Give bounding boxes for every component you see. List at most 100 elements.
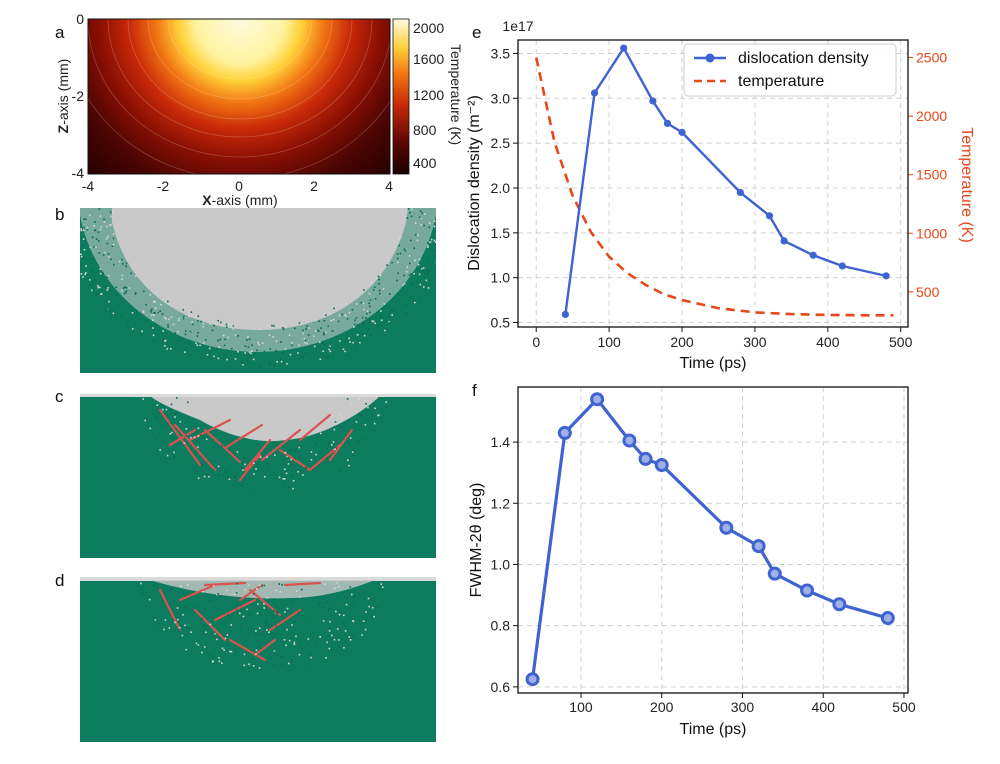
atom-speckle <box>323 333 325 336</box>
atom-speckle <box>185 330 187 332</box>
atom-speckle <box>182 309 185 311</box>
atom-speckle <box>369 299 372 301</box>
atom-speckle <box>220 618 222 621</box>
atom-speckle <box>338 639 340 641</box>
atom-speckle <box>266 456 268 458</box>
atom-speckle <box>162 338 164 341</box>
atom-speckle <box>150 309 152 312</box>
atom-speckle <box>269 361 271 364</box>
atom-speckle <box>191 321 193 323</box>
atom-speckle <box>370 281 373 284</box>
atom-speckle <box>266 324 268 327</box>
atom-speckle <box>217 474 220 477</box>
atom-speckle <box>410 239 412 242</box>
dislocation-point <box>561 310 569 319</box>
atom-speckle <box>217 339 219 342</box>
atom-speckle <box>196 335 199 337</box>
colorbar <box>392 18 410 175</box>
atom-speckle <box>98 286 101 289</box>
atom-speckle <box>310 459 313 461</box>
atom-speckle <box>154 312 156 315</box>
heatmap-x-tick: 2 <box>310 178 318 194</box>
atom-speckle <box>334 421 337 423</box>
atom-speckle <box>417 234 419 236</box>
atom-speckle <box>326 447 328 450</box>
atom-speckle <box>273 598 276 600</box>
atom-speckle <box>332 415 334 418</box>
atom-speckle <box>273 363 276 365</box>
atom-speckle <box>354 319 356 322</box>
atom-speckle <box>291 342 293 344</box>
chart-e-x-tick: 100 <box>597 334 621 350</box>
atom-speckle <box>125 262 128 265</box>
atom-speckle <box>364 628 367 631</box>
atom-speckle <box>288 639 291 642</box>
atom-speckle <box>177 618 179 621</box>
atom-speckle <box>405 270 408 273</box>
atom-speckle <box>161 313 164 315</box>
atom-speckle <box>299 641 301 644</box>
atom-speckle <box>301 647 303 650</box>
atom-speckle <box>217 357 220 360</box>
atom-speckle <box>220 321 222 324</box>
atom-speckle <box>255 468 257 470</box>
atom-speckle <box>226 358 228 361</box>
atom-speckle <box>217 593 219 595</box>
panel-letter-a: a <box>55 23 65 42</box>
atom-speckle <box>205 646 208 648</box>
atom-speckle <box>125 265 127 268</box>
atom-speckle <box>264 475 266 478</box>
atom-speckle <box>275 611 278 613</box>
atom-speckle <box>111 245 114 247</box>
atom-speckle <box>292 475 295 478</box>
atom-speckle <box>414 234 417 236</box>
atom-speckle <box>242 467 244 470</box>
atom-speckle <box>291 624 293 626</box>
atom-speckle <box>106 242 109 245</box>
atom-speckle <box>328 630 331 632</box>
atom-speckle <box>362 438 364 440</box>
atom-speckle <box>211 599 213 602</box>
atom-speckle <box>372 320 375 323</box>
atom-speckle <box>103 221 106 223</box>
atom-speckle <box>344 350 346 353</box>
atom-speckle <box>234 593 236 596</box>
atom-speckle <box>251 350 253 353</box>
atom-speckle <box>197 477 200 479</box>
atom-speckle <box>435 261 436 264</box>
atom-speckle <box>314 644 317 646</box>
atom-speckle <box>363 334 366 337</box>
atom-speckle <box>84 218 87 221</box>
atom-speckle <box>246 608 248 611</box>
atom-speckle <box>251 344 253 346</box>
chart-e-x-tick: 300 <box>743 334 767 350</box>
atom-speckle <box>103 251 106 254</box>
atom-speckle <box>344 314 346 316</box>
atom-speckle <box>236 582 238 585</box>
atom-speckle <box>197 435 200 437</box>
atom-speckle <box>406 217 409 219</box>
atom-speckle <box>178 630 180 633</box>
atom-speckle <box>161 341 164 343</box>
atom-speckle <box>108 300 110 303</box>
atom-speckle <box>310 638 313 641</box>
atom-speckle <box>367 406 369 409</box>
atom-speckle <box>209 623 212 626</box>
panel-letter-b: b <box>55 205 64 224</box>
atom-speckle <box>222 334 225 337</box>
atom-speckle <box>423 271 425 273</box>
atom-speckle <box>332 319 335 321</box>
atom-speckle <box>208 347 211 350</box>
atom-speckle <box>329 627 331 629</box>
atom-speckle <box>108 255 110 258</box>
atom-speckle <box>324 583 326 585</box>
atom-speckle <box>273 325 275 327</box>
atom-speckle <box>323 320 326 322</box>
atom-speckle <box>413 247 415 249</box>
fwhm-point <box>557 425 572 440</box>
fwhm-point <box>622 433 637 448</box>
chart-e-y-tick-left: 1.5 <box>491 225 511 241</box>
atom-speckle <box>381 325 383 327</box>
fwhm-point <box>832 597 847 612</box>
atom-speckle <box>411 208 413 211</box>
